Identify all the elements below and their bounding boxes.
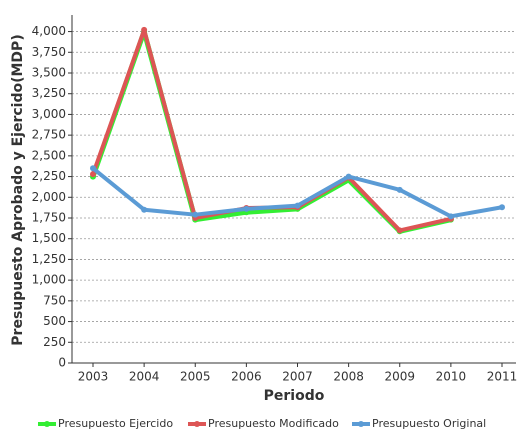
y-tick-label: 3,500 [32, 66, 66, 80]
y-tick-label: 1,250 [32, 252, 66, 266]
y-tick-label: 3,250 [32, 86, 66, 100]
y-tick-label: 4,000 [32, 24, 66, 38]
y-tick-label: 2,250 [32, 169, 66, 183]
x-tick-label: 2009 [384, 370, 415, 384]
legend-marker [194, 421, 200, 427]
series-line [90, 29, 452, 234]
legend-marker [44, 421, 50, 427]
point [396, 186, 403, 193]
legend-label: Presupuesto Modificado [208, 417, 339, 430]
y-tick-label: 0 [58, 356, 66, 370]
y-tick-label: 2,750 [32, 128, 66, 142]
x-tick-label: 2011 [487, 370, 517, 384]
legend-marker [358, 421, 364, 427]
x-axis-title: Periodo [264, 388, 325, 404]
y-tick-label: 1,750 [32, 211, 66, 225]
point [192, 211, 199, 218]
point [90, 165, 96, 172]
x-tick-label: 2004 [129, 370, 160, 384]
point [90, 171, 96, 178]
y-tick-label: 3,000 [32, 107, 66, 121]
x-tick-label: 2010 [436, 370, 467, 384]
x-tick-label: 2005 [180, 370, 211, 384]
x-tick-label: 2008 [333, 370, 364, 384]
y-tick-label: 250 [43, 335, 66, 349]
y-tick-label: 2,000 [32, 190, 66, 204]
point [243, 205, 250, 212]
point [294, 202, 301, 209]
point [447, 213, 454, 220]
y-tick-label: 3,750 [32, 45, 66, 59]
legend-label: Presupuesto Ejercido [58, 417, 173, 430]
x-tick-label: 2007 [282, 370, 313, 384]
legend-label: Presupuesto Original [372, 417, 486, 430]
point [396, 227, 403, 234]
y-tick-label: 750 [43, 293, 66, 307]
series-line [91, 27, 452, 233]
y-tick-label: 1,500 [32, 231, 66, 245]
point [345, 173, 352, 180]
y-tick-label: 2,500 [32, 148, 66, 162]
point [141, 206, 148, 213]
x-tick-label: 2006 [231, 370, 262, 384]
x-tick-label: 2003 [78, 370, 109, 384]
y-axis-title: Presupuesto Aprobado y Ejercido(MDP) [10, 34, 26, 345]
point [141, 26, 148, 33]
y-tick-label: 1,000 [32, 273, 66, 287]
y-tick-label: 500 [43, 314, 66, 328]
point [499, 204, 505, 211]
